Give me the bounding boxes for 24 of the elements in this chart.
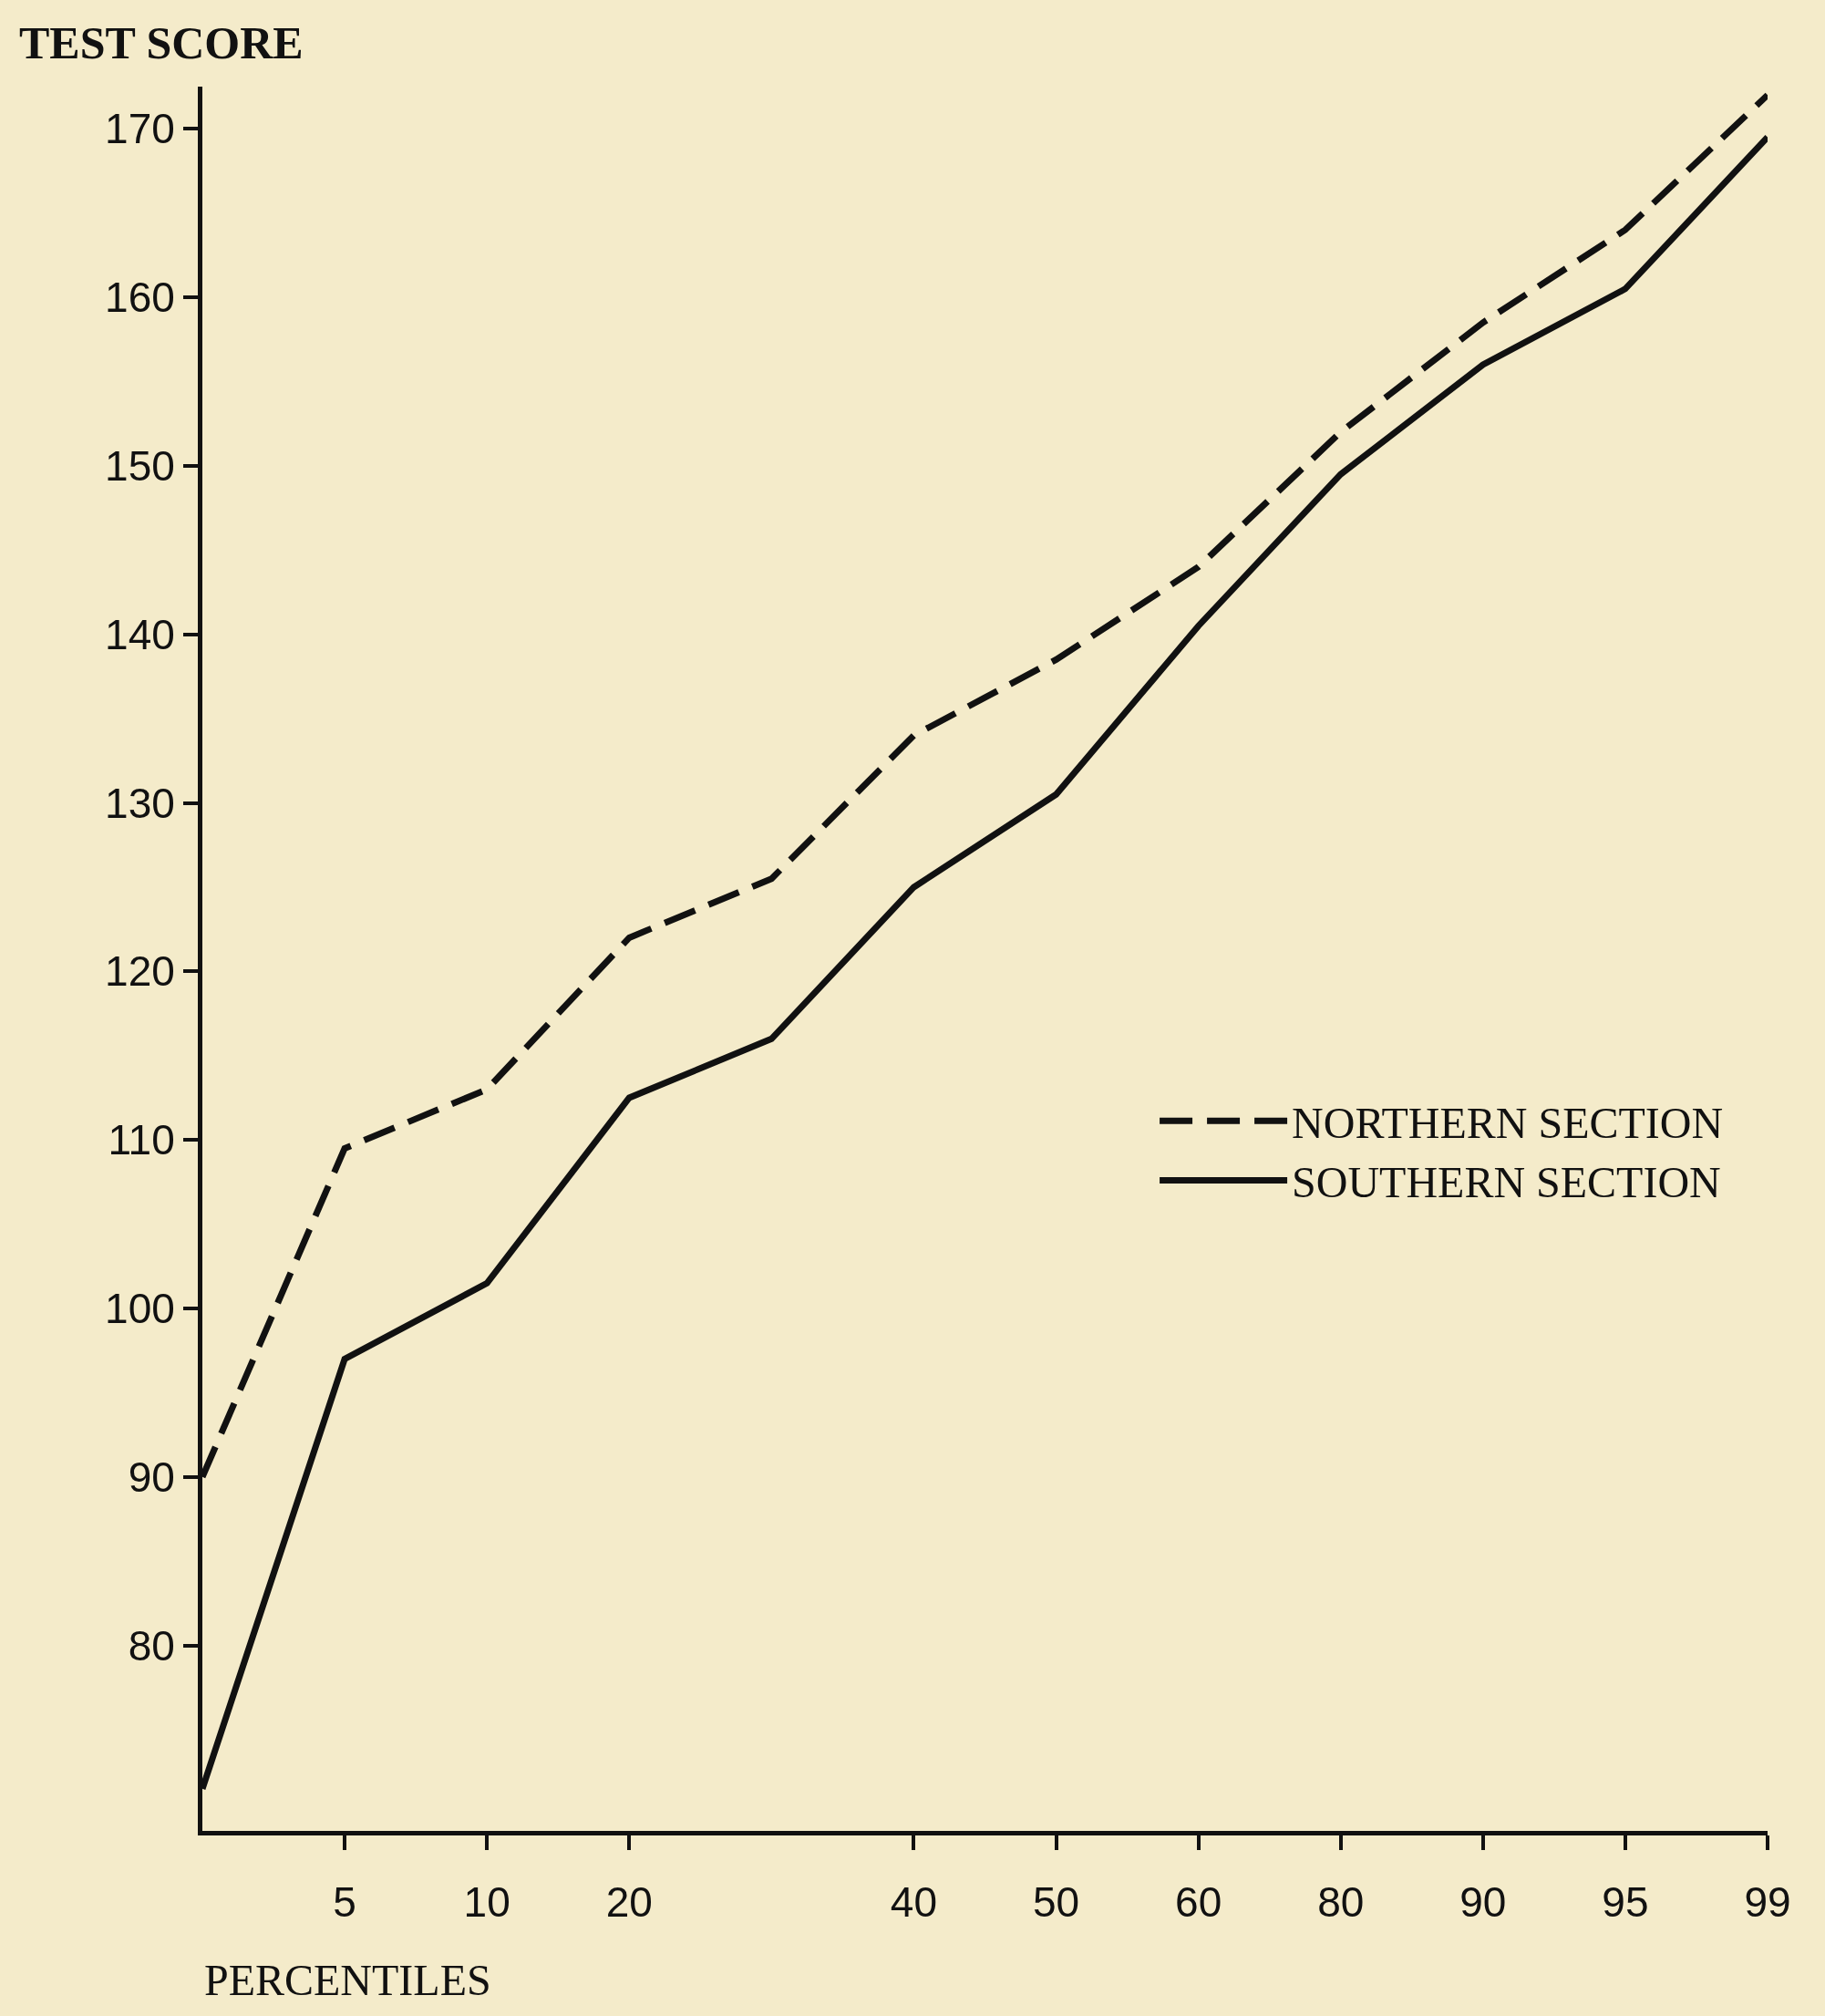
y-tick-label: 170 [105, 105, 175, 153]
y-tick-label: 130 [105, 779, 175, 827]
x-tick-label: 20 [605, 1878, 653, 1927]
x-tick-label: 90 [1459, 1878, 1507, 1927]
y-tick-label: 160 [105, 274, 175, 322]
x-tick-label: 10 [463, 1878, 510, 1927]
y-tick-label: 100 [105, 1285, 175, 1333]
x-axis-title: PERCENTILES [204, 1956, 491, 2004]
y-tick-label: 120 [105, 947, 175, 996]
x-tick-label: 95 [1602, 1878, 1649, 1927]
x-tick-label: 50 [1032, 1878, 1080, 1927]
y-tick-label: 110 [108, 1116, 175, 1164]
y-tick-label: 90 [128, 1453, 175, 1501]
legend-label: SOUTHERN SECTION [1292, 1158, 1721, 1207]
y-tick-label: 80 [128, 1621, 175, 1670]
y-tick-label: 140 [105, 610, 175, 658]
y-axis-title: TEST SCORE [19, 17, 304, 68]
legend-label: NORTHERN SECTION [1292, 1098, 1724, 1147]
y-tick-label: 150 [105, 441, 175, 490]
x-tick-label: 80 [1317, 1878, 1365, 1927]
x-tick-label: 5 [333, 1878, 356, 1927]
x-tick-label: 40 [890, 1878, 938, 1927]
x-tick-label: 99 [1744, 1878, 1791, 1927]
x-tick-label: 60 [1175, 1878, 1222, 1927]
